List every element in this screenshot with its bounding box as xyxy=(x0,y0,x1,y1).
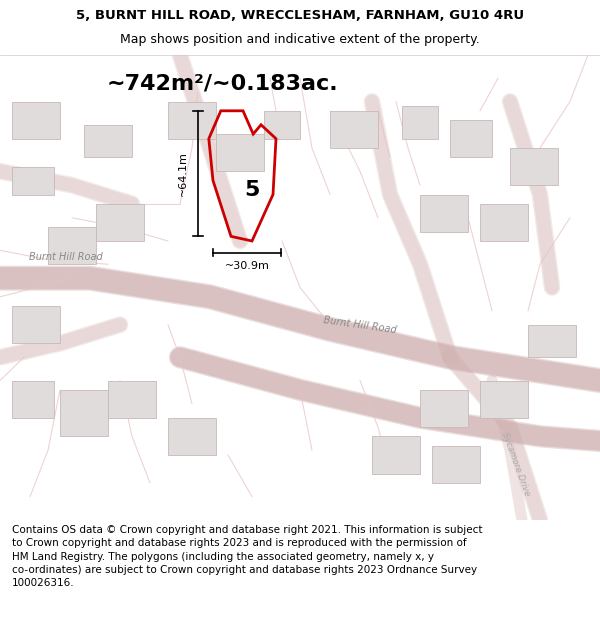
Polygon shape xyxy=(60,390,108,436)
Polygon shape xyxy=(480,204,528,241)
Text: Burnt Hill Road: Burnt Hill Road xyxy=(29,253,103,262)
Polygon shape xyxy=(168,418,216,455)
Polygon shape xyxy=(450,120,492,158)
Text: Contains OS data © Crown copyright and database right 2021. This information is : Contains OS data © Crown copyright and d… xyxy=(12,525,482,588)
Text: ~30.9m: ~30.9m xyxy=(224,261,269,271)
Polygon shape xyxy=(432,446,480,483)
Text: 5, BURNT HILL ROAD, WRECCLESHAM, FARNHAM, GU10 4RU: 5, BURNT HILL ROAD, WRECCLESHAM, FARNHAM… xyxy=(76,9,524,22)
Text: ~64.1m: ~64.1m xyxy=(178,151,188,196)
Text: Map shows position and indicative extent of the property.: Map shows position and indicative extent… xyxy=(120,33,480,46)
Polygon shape xyxy=(84,125,132,158)
Text: ~742m²/~0.183ac.: ~742m²/~0.183ac. xyxy=(106,74,338,94)
Polygon shape xyxy=(12,381,54,418)
Polygon shape xyxy=(330,111,378,148)
Polygon shape xyxy=(216,134,264,171)
Polygon shape xyxy=(168,101,216,139)
Polygon shape xyxy=(108,381,156,418)
Text: Burnt Hill Road: Burnt Hill Road xyxy=(323,314,397,335)
Polygon shape xyxy=(402,106,438,139)
Polygon shape xyxy=(96,204,144,241)
Polygon shape xyxy=(372,436,420,474)
Polygon shape xyxy=(420,194,468,232)
Polygon shape xyxy=(480,381,528,418)
Polygon shape xyxy=(12,167,54,194)
Text: Sycamore Drive: Sycamore Drive xyxy=(500,431,532,498)
Polygon shape xyxy=(264,111,300,139)
Polygon shape xyxy=(12,306,60,343)
Polygon shape xyxy=(12,101,60,139)
Polygon shape xyxy=(48,227,96,264)
Polygon shape xyxy=(528,325,576,357)
Polygon shape xyxy=(420,390,468,427)
Polygon shape xyxy=(510,148,558,185)
Text: 5: 5 xyxy=(244,180,260,200)
